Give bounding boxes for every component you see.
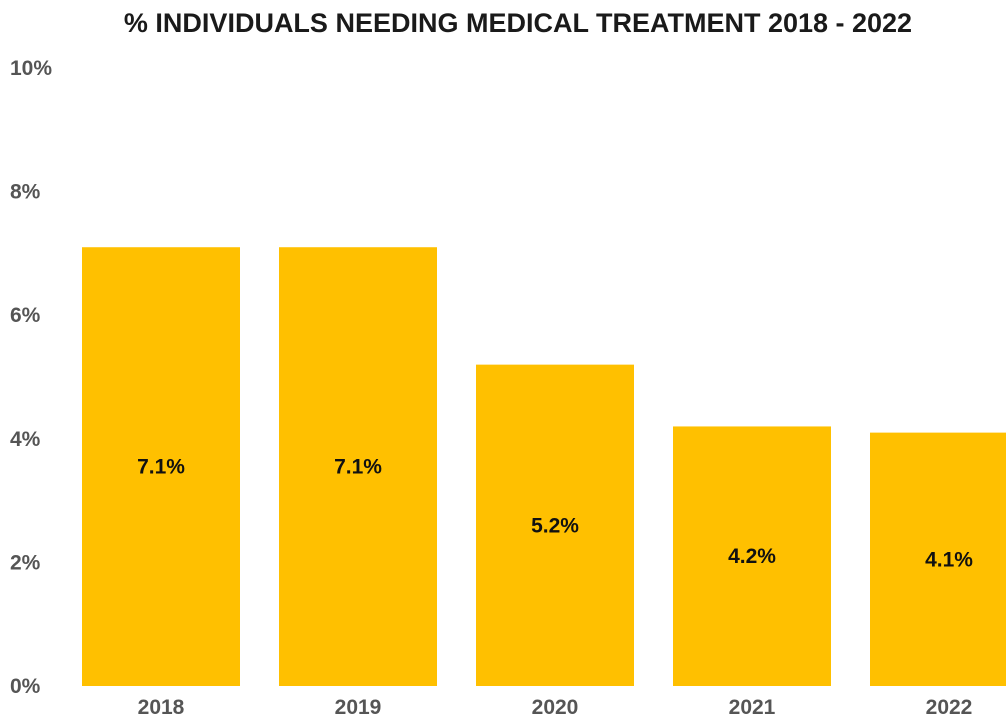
y-tick-label: 2%	[10, 551, 41, 574]
y-tick-label: 4%	[10, 428, 41, 451]
y-tick-label: 10%	[10, 57, 52, 80]
x-tick-label-2020: 2020	[532, 696, 579, 718]
y-tick-label: 8%	[10, 181, 41, 204]
data-label-2018: 7.1%	[137, 456, 185, 479]
bar-2019	[279, 247, 437, 686]
bar-2022	[870, 432, 1006, 686]
chart-title: % INDIVIDUALS NEEDING MEDICAL TREATMENT …	[123, 8, 913, 38]
y-tick-label: 6%	[10, 304, 41, 327]
bar-2021	[673, 426, 831, 686]
bar-2020	[476, 364, 634, 686]
data-label-2020: 5.2%	[531, 514, 579, 537]
data-label-2022: 4.1%	[925, 548, 973, 571]
x-tick-label-2019: 2019	[335, 696, 382, 718]
y-tick-label: 0%	[10, 675, 41, 698]
y-axis-ticks: 0% 2% 4% 6% 8% 10%	[10, 57, 52, 698]
x-tick-label-2018: 2018	[138, 696, 185, 718]
x-axis-labels: 2018 2019 2020 2021 2022	[138, 696, 973, 718]
data-label-2021: 4.2%	[728, 545, 776, 568]
bars	[82, 247, 1006, 686]
x-tick-label-2021: 2021	[729, 696, 776, 718]
data-label-2019: 7.1%	[334, 456, 382, 479]
bar-2018	[82, 247, 240, 686]
data-labels: 7.1% 7.1% 5.2% 4.2% 4.1%	[137, 456, 973, 572]
x-tick-label-2022: 2022	[926, 696, 973, 718]
